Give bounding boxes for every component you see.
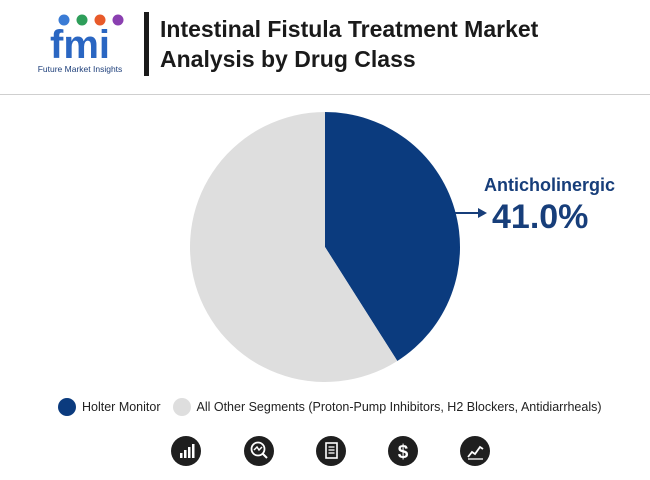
line-trend-icon bbox=[460, 436, 490, 466]
legend-item-holter: Holter Monitor bbox=[58, 398, 161, 416]
pie-slice-1 bbox=[189, 112, 398, 382]
callout-value: 41.0% bbox=[492, 198, 589, 236]
legend-label-holter: Holter Monitor bbox=[82, 400, 161, 414]
logo-tagline: Future Market Insights bbox=[37, 64, 123, 74]
page-title: Intestinal Fistula Treatment Market Anal… bbox=[160, 16, 539, 72]
legend-label-other: All Other Segments (Proton-Pump Inhibito… bbox=[196, 400, 602, 414]
svg-text:$: $ bbox=[398, 442, 409, 463]
bar-chart-icon bbox=[171, 436, 201, 466]
legend-item-other: All Other Segments (Proton-Pump Inhibito… bbox=[172, 398, 602, 416]
legend: Holter Monitor All Other Segments (Proto… bbox=[58, 397, 614, 417]
title-divider bbox=[144, 12, 149, 76]
pie-slice-0 bbox=[325, 112, 460, 361]
svg-text:fmi: fmi bbox=[50, 23, 110, 64]
icon-row: $ bbox=[0, 436, 650, 470]
legend-swatch-holter bbox=[58, 398, 76, 416]
legend-swatch-other bbox=[172, 398, 191, 416]
header-divider bbox=[0, 94, 650, 95]
magnifier-trend-icon bbox=[244, 436, 274, 466]
fmi-logo: fmi Future Market Insights bbox=[24, 12, 136, 78]
dollar-icon: $ bbox=[388, 436, 418, 466]
callout-label: Anticholinergic bbox=[484, 175, 616, 195]
callout-arrow-head bbox=[478, 208, 487, 218]
document-icon bbox=[316, 436, 346, 466]
header: fmi Future Market Insights Intestinal Fi… bbox=[0, 0, 650, 94]
